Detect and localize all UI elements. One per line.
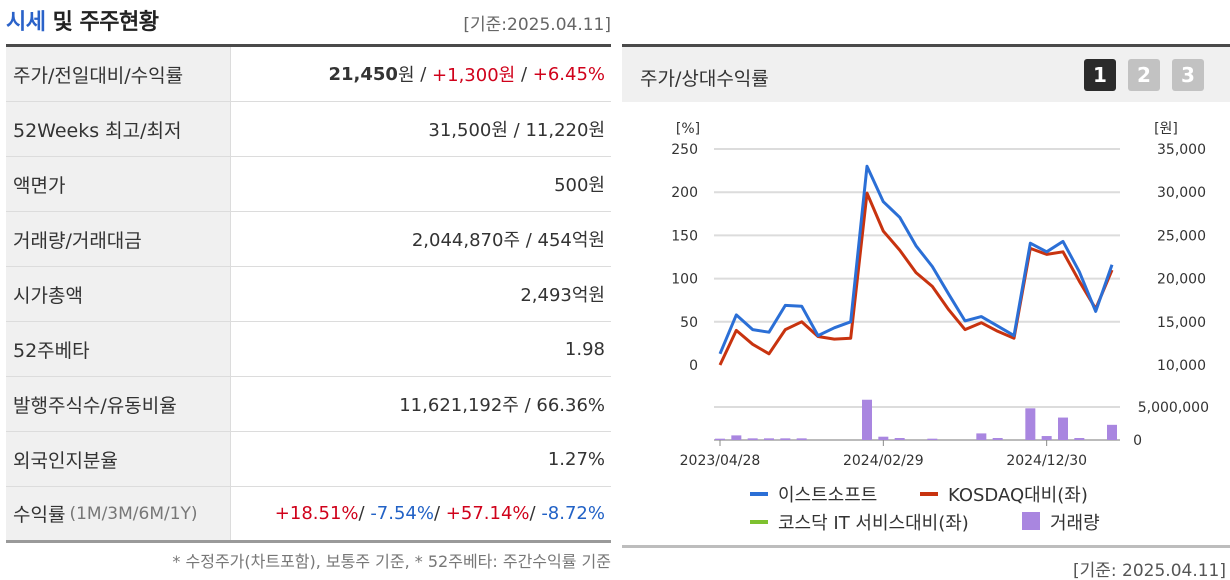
tab-2[interactable]: 2 [1128,59,1160,91]
legend-label: 이스트소프트 [778,485,877,506]
volume-bar [927,438,938,440]
table-row: 거래량/거래대금 2,044,870주 / 454억원 [6,212,611,267]
row-value: 1.98 [564,338,605,360]
volume-bar [780,438,791,440]
tab-1[interactable]: 1 [1084,59,1116,91]
volume-bar [1074,438,1085,440]
series-line-stock [718,164,1114,355]
table-row: 외국인지분율 1.27% [6,432,611,487]
series-line-kosdaq [718,191,1114,366]
price-value: 21,450 원 / +1,300원 / +6.45% [231,47,611,101]
volume-bar [878,436,889,440]
volume-bar [992,438,1003,440]
row-label: 시가총액 [6,267,231,321]
row-label: 외국인지분율 [6,432,231,486]
volume-bar [731,435,742,440]
chart-base-date: [기준: 2025.04.11] [1072,561,1226,580]
change-value: +1,300원 [432,65,516,86]
footnote: * 수정주가(차트포함), 보통주 기준, * 52주베타: 주간수익률 기준 [172,552,611,571]
volume-bar [976,433,987,440]
row-label: 거래량/거래대금 [6,212,231,266]
x-tick-label: 2023/04/28 [680,453,761,469]
chart-panel-title: 주가/상대수익률 [640,68,769,90]
row-value: 2,044,870주 / 454억원 [411,230,605,251]
row-value: 500원 [554,175,605,196]
volume-bar [1025,408,1036,440]
right-tick-label: 10,000 [1157,358,1206,374]
right-tick-label: 35,000 [1157,142,1206,158]
row-label: 액면가 [6,157,231,211]
volume-bar [1041,436,1052,440]
returns-value: +18.51% / -7.54% / +57.14% / -8.72% [274,503,605,524]
right-tick-label: 25,000 [1157,228,1206,244]
right-tick-label: 30,000 [1157,185,1206,201]
rate-value: +6.45% [532,63,605,85]
x-tick-label: 2024/02/29 [843,453,924,469]
table-row: 시가총액 2,493억원 [6,267,611,322]
chart-header: 주가/상대수익률 1 2 3 [622,44,1230,102]
chart-bottom-rule [622,545,1230,548]
volume-bar [796,438,807,440]
volume-tick-label: 5,000,000 [1138,400,1209,416]
left-tick-label: 200 [671,185,698,201]
table-row: 액면가 500원 [6,157,611,212]
legend-label: 거래량 [1050,513,1100,534]
left-tick-label: 150 [671,228,698,244]
row-value: 11,621,192주 / 66.36% [399,395,605,416]
right-axis-unit: [원] [1154,121,1178,137]
left-tick-label: 0 [689,358,698,374]
table-row: 수익률 (1M/3M/6M/1Y) +18.51% / -7.54% / +57.14… [6,487,611,543]
base-date: [기준:2025.04.11] [463,15,611,35]
volume-bar [862,399,872,440]
right-tick-label: 15,000 [1157,315,1206,331]
legend-swatch [1022,512,1040,530]
row-label: 52주베타 [6,322,231,376]
row-value: 2,493억원 [520,285,605,306]
volume-bar [1058,417,1068,440]
left-tick-label: 50 [680,315,698,331]
price-summary-panel: 시세 및 주주현황 [기준:2025.04.11] 주가/전일대비/수익률 21… [6,0,611,580]
volume-tick-label: 0 [1133,433,1142,449]
row-label: 수익률 (1M/3M/6M/1Y) [6,487,231,540]
table-row: 주가/전일대비/수익률 21,450 원 / +1,300원 / +6.45% [6,47,611,102]
volume-bar [747,438,758,440]
row-value: 31,500원 / 11,220원 [428,120,605,141]
left-axis-unit: [%] [676,121,700,137]
chart-panel: 주가/상대수익률 1 2 3 [%] [원] 250 35,000 200 30,000 1… [622,44,1230,580]
right-tick-label: 20,000 [1157,272,1206,288]
quote-table: 주가/전일대비/수익률 21,450 원 / +1,300원 / +6.45% 5… [6,44,611,543]
volume-bar [1107,424,1117,440]
row-label: 발행주식수/유동비율 [6,377,231,431]
table-row: 52Weeks 최고/최저 31,500원 / 11,220원 [6,102,611,157]
left-tick-label: 250 [671,142,698,158]
volume-bar [764,438,774,440]
volume-bar [894,438,905,440]
left-tick-label: 100 [671,272,698,288]
legend-label: KOSDAQ대비(좌) [948,485,1088,506]
table-row: 52주베타 1.98 [6,322,611,377]
legend-label: 코스닥 IT 서비스대비(좌) [778,513,969,534]
x-tick-label: 2024/12/30 [1006,453,1087,469]
chart-tabs: 1 2 3 [1084,59,1204,91]
section-title: 시세 및 주주현황 [6,10,159,35]
row-value: 1.27% [547,448,605,470]
volume-bar [715,438,725,440]
row-label: 52Weeks 최고/최저 [6,102,231,156]
table-row: 발행주식수/유동비율 11,621,192주 / 66.36% [6,377,611,432]
row-label: 주가/전일대비/수익률 [6,47,231,101]
tab-3[interactable]: 3 [1172,59,1204,91]
price-chart: [%] [원] 250 35,000 200 30,000 150 25,000 100 20,0… [671,121,1209,534]
